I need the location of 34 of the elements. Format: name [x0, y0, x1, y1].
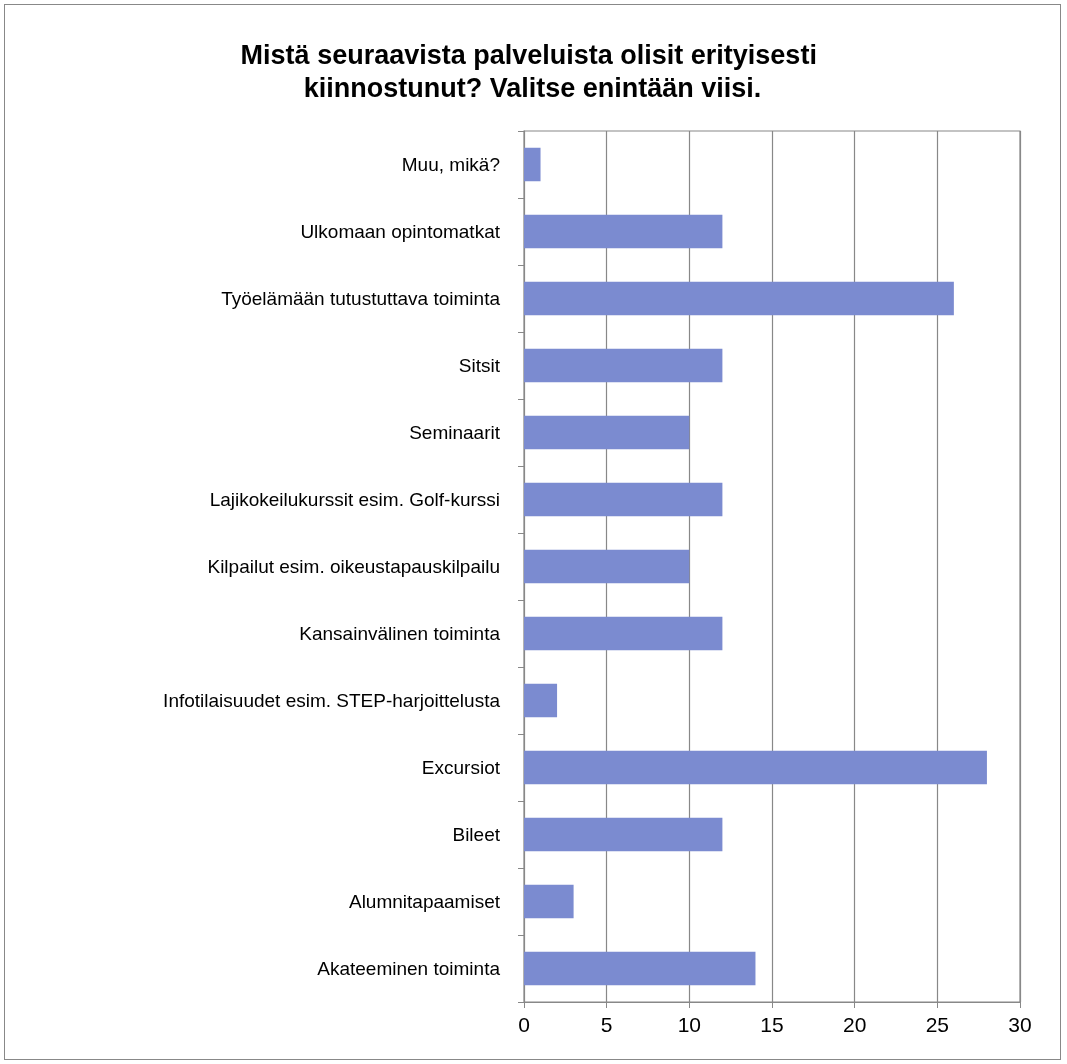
bar [524, 214, 723, 249]
x-tick-label: 20 [842, 1013, 867, 1036]
bar [524, 281, 954, 316]
x-tick-label: 0 [518, 1013, 530, 1036]
bar [524, 683, 558, 718]
bar [524, 750, 987, 785]
y-tick-label: Työelämään tutustuttava toiminta [221, 288, 501, 309]
x-tick-label: 5 [600, 1013, 613, 1036]
x-tick-label: 30 [1008, 1013, 1032, 1036]
x-tick-label: 25 [925, 1013, 950, 1036]
y-tick-label: Infotilaisuudet esim. STEP-harjoittelusta [163, 690, 501, 711]
bar [524, 817, 723, 852]
bar [524, 348, 723, 383]
y-tick-label: Kilpailut esim. oikeustapauskilpailu [207, 556, 500, 577]
y-tick-label: Kansainvälinen toiminta [299, 623, 501, 644]
y-tick-label: Excursiot [421, 757, 501, 778]
bar [524, 951, 756, 986]
bar [524, 482, 723, 517]
y-tick-label: Bileet [452, 824, 501, 845]
y-tick-label: Akateeminen toiminta [317, 958, 501, 979]
bar [524, 415, 690, 450]
y-tick-label: Muu, mikä? [401, 154, 500, 175]
bar [524, 549, 690, 584]
y-tick-label: Alumnitapaamiset [348, 891, 501, 912]
y-tick-label: Seminaarit [409, 422, 501, 443]
y-tick-label: Ulkomaan opintomatkat [300, 221, 501, 242]
y-tick-label: Lajikokeilukurssit esim. Golf-kurssi [209, 489, 500, 510]
chart-title: Mistä seuraavista palveluista olisit erityisesti kiinnostunut? Valitse enintään viisi. [240, 39, 825, 103]
x-tick-label: 10 [677, 1013, 702, 1036]
y-tick-label: Sitsit [458, 355, 501, 376]
bar [524, 884, 574, 919]
x-tick-label: 15 [760, 1013, 784, 1036]
bar [524, 616, 723, 651]
bar [524, 147, 541, 182]
